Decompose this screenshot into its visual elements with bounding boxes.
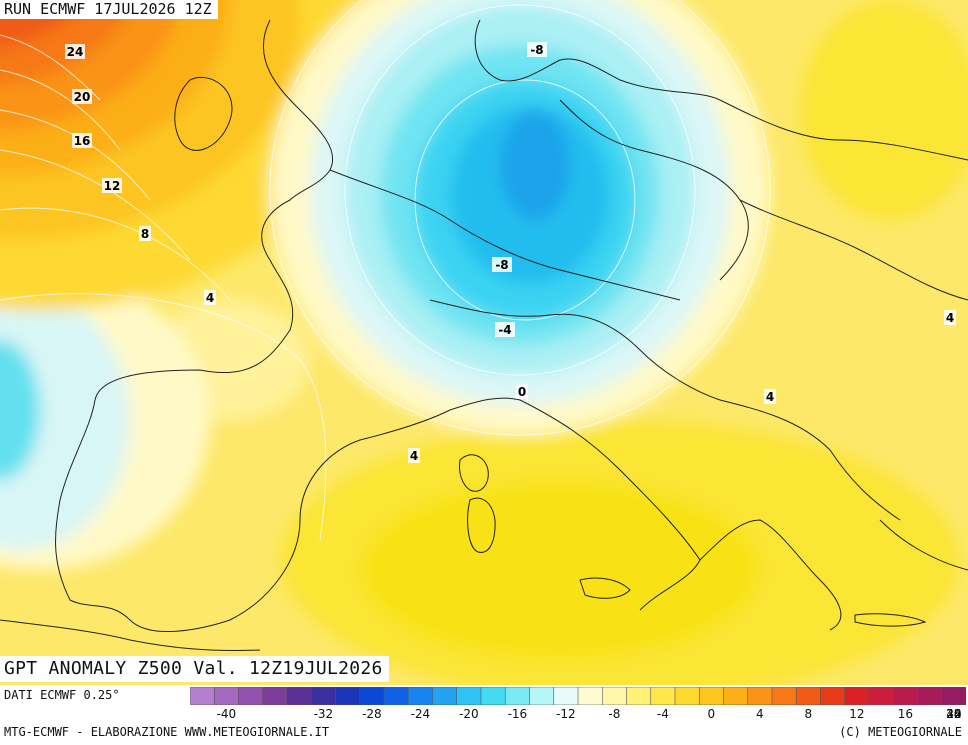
colorbar-swatch: [795, 687, 822, 705]
contour-label: 24: [65, 44, 85, 59]
colorbar-swatch: [335, 687, 361, 705]
credit-line: MTG-ECMWF - ELABORAZIONE WWW.METEOGIORNA…: [4, 725, 330, 739]
svg-text:4: 4: [766, 390, 774, 404]
colorbar-swatch: [262, 687, 288, 705]
contour-label: 8: [139, 226, 151, 241]
colorbar-swatch: [868, 687, 895, 705]
contour-label: 4: [764, 389, 776, 404]
colorbar-tick: -4: [656, 707, 669, 721]
contour-label: 16: [72, 133, 92, 148]
colorbar-swatch: [577, 687, 604, 705]
colorbar-swatch: [456, 687, 482, 705]
run-label: RUN ECMWF 17JUL2026 12Z: [0, 0, 218, 19]
colorbar-swatch: [917, 687, 943, 705]
colorbar-swatch: [238, 687, 264, 705]
svg-text:-8: -8: [530, 43, 543, 57]
colorbar-swatch: [504, 687, 531, 705]
colorbar-swatch: [698, 687, 725, 705]
contour-label: 12: [102, 178, 122, 193]
colorbar-swatch: [432, 687, 458, 705]
colorbar-tick: -32: [313, 707, 334, 721]
copyright: (C) METEOGIORNALE: [839, 725, 962, 739]
contour-label: 4: [204, 290, 216, 305]
contour-label: 4: [408, 448, 420, 463]
contour-label: 20: [72, 89, 92, 104]
svg-text:4: 4: [206, 291, 214, 305]
colorbar-tick: 4: [756, 707, 764, 721]
contour-labels: 24 20 16 12 8 4 -8 -8 -4 0 4 4 4: [65, 42, 956, 463]
contour-label: -8: [527, 42, 547, 57]
svg-text:20: 20: [74, 90, 91, 104]
colorbar-swatch: [650, 687, 676, 705]
map-title: GPT ANOMALY Z500 Val. 12Z19JUL2026: [0, 656, 389, 682]
colorbar-swatch: [383, 687, 410, 705]
svg-text:4: 4: [946, 311, 954, 325]
colorbar-tick: 24: [946, 707, 962, 721]
colorbar-swatch: [674, 687, 701, 705]
colorbar-swatch: [286, 687, 313, 705]
colorbar-swatch: [480, 687, 507, 705]
svg-text:0: 0: [518, 385, 526, 399]
colorbar-tick: 8: [804, 707, 813, 721]
svg-text:24: 24: [67, 45, 84, 59]
colorbar-tick: 12: [849, 707, 865, 721]
colorbar-tick: 28: [946, 707, 962, 721]
colorbar-swatch: [359, 687, 385, 705]
svg-text:-4: -4: [498, 323, 511, 337]
colorbar-labels: -40 -32 -28 -24 -20 -16 -12 -8 -4 0 4 8 12 16 20 24 28 32…: [190, 707, 966, 723]
colorbar-tick: 0: [707, 707, 716, 721]
colorbar-swatch: [941, 687, 966, 705]
svg-text:4: 4: [410, 449, 418, 463]
colorbar-tick: -24: [410, 707, 431, 721]
contour-label: -8: [492, 257, 512, 272]
colorbar-swatch: [844, 687, 870, 705]
colorbar: [190, 687, 966, 705]
contour-label: 0: [516, 384, 528, 399]
colorbar-tick: -28: [362, 707, 382, 721]
contour-label: 4: [944, 310, 956, 325]
colorbar-tick: 32: [946, 707, 962, 721]
colorbar-swatch: [407, 687, 434, 705]
colorbar-swatch: [771, 687, 798, 705]
colorbar-swatch: [626, 687, 652, 705]
colorbar-swatch: [213, 687, 240, 705]
svg-text:-8: -8: [495, 258, 508, 272]
colorbar-swatch: [820, 687, 846, 705]
data-source: DATI ECMWF 0.25°: [4, 688, 120, 702]
svg-text:12: 12: [104, 179, 121, 193]
colorbar-tick: -20: [459, 707, 479, 721]
svg-text:8: 8: [141, 227, 149, 241]
colorbar-tick: -12: [556, 707, 576, 721]
colorbar-tick: 40: [946, 707, 962, 721]
contour-label: -4: [495, 322, 515, 337]
colorbar-swatch: [892, 687, 919, 705]
footer: DATI ECMWF 0.25° -40 -32 -28 -24 -20 -16 -12 -8…: [0, 685, 968, 745]
colorbar-swatch: [190, 687, 216, 705]
colorbar-swatch: [529, 687, 555, 705]
colorbar-swatch: [747, 687, 773, 705]
anomaly-map: 24 20 16 12 8 4 -8 -8 -4 0 4 4 4: [0, 0, 968, 685]
colorbar-swatch: [553, 687, 579, 705]
colorbar-tick: 20: [946, 707, 962, 721]
colorbar-tick: -40: [216, 707, 237, 721]
svg-text:16: 16: [74, 134, 91, 148]
colorbar-tick: -16: [507, 707, 528, 721]
colorbar-tick: -8: [608, 707, 621, 721]
colorbar-swatch: [601, 687, 628, 705]
colorbar-swatch: [723, 687, 749, 705]
colorbar-tick: 16: [897, 707, 914, 721]
colorbar-swatch: [310, 687, 337, 705]
